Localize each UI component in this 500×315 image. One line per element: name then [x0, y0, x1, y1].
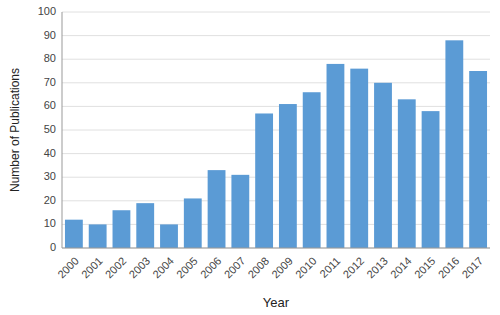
bar [89, 224, 107, 248]
y-tick-label: 80 [44, 52, 56, 64]
bar [160, 224, 178, 248]
x-tick-label: 2004 [150, 255, 176, 281]
y-tick-label: 60 [44, 99, 56, 111]
page: {"chart_data": {"type": "bar", "categori… [0, 0, 500, 315]
bar [398, 99, 416, 248]
grid-line [62, 82, 490, 83]
x-tick-label: 2005 [174, 255, 200, 281]
x-tick-label: 2010 [293, 255, 319, 281]
chart-svg: 0102030405060708090100200020012002200320… [0, 0, 500, 315]
y-tick-label: 50 [44, 123, 56, 135]
y-axis-line [62, 12, 63, 248]
x-tick-label: 2011 [317, 255, 342, 280]
y-grid [62, 12, 490, 248]
x-tick-label: 2013 [364, 255, 390, 281]
bar [136, 203, 154, 248]
bars [65, 40, 487, 248]
grid-line [62, 12, 490, 13]
x-tick-label: 2001 [79, 255, 105, 281]
x-tick-label: 2015 [412, 255, 438, 281]
grid-line [62, 248, 490, 249]
y-tick-label: 90 [44, 29, 56, 41]
y-tick-label: 20 [44, 194, 56, 206]
bar [231, 175, 249, 248]
bar [374, 83, 392, 248]
bar [422, 111, 440, 248]
x-axis-title: Year [263, 295, 290, 310]
x-axis-line [62, 248, 490, 249]
x-tick-label: 2000 [55, 255, 81, 281]
x-tick-label: 2009 [269, 255, 295, 281]
bar [327, 64, 345, 248]
bar [303, 92, 321, 248]
y-tick-label: 10 [44, 217, 56, 229]
y-tick-label: 100 [38, 5, 56, 17]
y-tick-label: 0 [50, 241, 56, 253]
bar [184, 198, 202, 248]
x-tick-label: 2002 [103, 255, 129, 281]
x-tick-label: 2008 [245, 255, 271, 281]
bar [65, 220, 83, 248]
bar [469, 71, 487, 248]
bar [113, 210, 131, 248]
bar [279, 104, 297, 248]
x-tick-labels: 2000200120022003200420052006200720082009… [55, 255, 485, 281]
x-tick-label: 2017 [459, 255, 485, 281]
bar [445, 40, 463, 248]
bar [255, 113, 273, 248]
x-tick-label: 2016 [436, 255, 462, 281]
y-tick-label: 30 [44, 170, 56, 182]
grid-line [62, 106, 490, 107]
x-tick-label: 2006 [198, 255, 224, 281]
bar [350, 69, 368, 248]
x-tick-label: 2014 [388, 255, 414, 281]
y-tick-label: 40 [44, 147, 56, 159]
chart-container: 0102030405060708090100200020012002200320… [0, 0, 500, 315]
x-tick-label: 2007 [222, 255, 248, 281]
bar [208, 170, 226, 248]
grid-line [62, 59, 490, 60]
y-axis-title: Number of Publications [8, 68, 22, 192]
grid-line [62, 35, 490, 36]
x-tick-label: 2012 [340, 255, 366, 281]
y-tick-label: 70 [44, 76, 56, 88]
y-tick-labels: 0 10 20 30 40 50 60 70 80 90 100 [38, 5, 56, 253]
x-tick-label: 2003 [126, 255, 152, 281]
